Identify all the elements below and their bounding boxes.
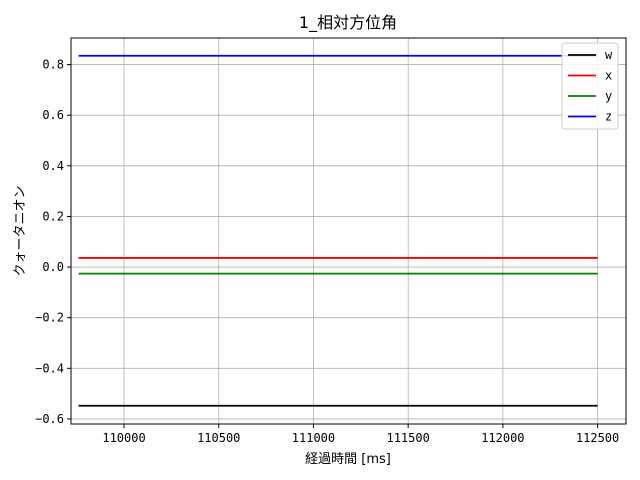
legend-label-x: x [605, 69, 612, 83]
x-tick-label: 111500 [386, 431, 429, 445]
y-tick-label: 0.2 [42, 209, 64, 223]
x-tick-label: 112000 [481, 431, 524, 445]
legend-label-z: z [605, 110, 612, 124]
x-tick-label: 112500 [576, 431, 619, 445]
y-tick-label: 0.6 [42, 108, 64, 122]
x-tick-label: 110000 [102, 431, 145, 445]
y-tick-label: 0.4 [42, 159, 64, 173]
x-axis-label: 経過時間 [ms] [305, 452, 391, 467]
chart-title: 1_相対方位角 [299, 13, 397, 33]
y-tick-label: −0.6 [35, 412, 64, 426]
y-axis-label: クォータニオン [13, 185, 28, 276]
x-tick-label: 111000 [292, 431, 335, 445]
x-axis-ticks: 110000 110500 111000 111500 112000 112500 [102, 424, 619, 445]
y-axis-ticks: −0.6 −0.4 −0.2 0.0 0.2 0.4 0.6 0.8 [35, 58, 71, 426]
legend-label-y: y [605, 89, 612, 103]
legend-box [561, 42, 619, 130]
y-tick-label: −0.2 [35, 311, 64, 325]
y-tick-label: 0.8 [42, 58, 64, 72]
y-tick-label: 0.0 [42, 260, 64, 274]
x-tick-label: 110500 [197, 431, 240, 445]
series-lines [78, 54, 598, 407]
plot-area-frame [70, 37, 627, 425]
legend-label-w: w [605, 48, 613, 62]
y-tick-label: −0.4 [35, 361, 64, 375]
